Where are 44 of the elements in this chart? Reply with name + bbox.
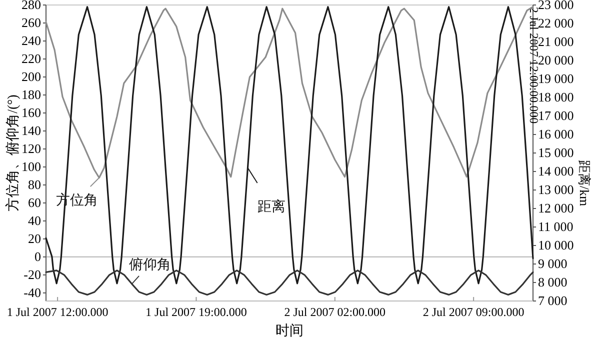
y-tick-label: 0: [34, 248, 41, 264]
y-tick-label: 220: [22, 50, 41, 66]
y-tick-label: 100: [22, 158, 41, 174]
y-tick-label: 80: [28, 176, 41, 192]
y-tick-label: -20: [24, 266, 41, 282]
y-tick-label: 200: [22, 68, 41, 84]
x-axis-title: 时间: [276, 323, 304, 339]
y2-tick-label: 18 000: [538, 90, 574, 104]
y2-tick-label: 17 000: [538, 108, 574, 123]
x-tick-label: 1 Jul 2007 12:00.000: [6, 305, 108, 319]
y2-tick-label: 22 000: [538, 16, 574, 30]
y2-tick-label: 12 000: [538, 200, 574, 216]
y-tick-label: 240: [22, 32, 41, 48]
y2-axis-title: 距离/km: [577, 160, 592, 206]
series-label: 距离: [258, 198, 286, 215]
y2-tick-label: 23 000: [538, 0, 574, 12]
y-tick-label: 40: [28, 212, 41, 228]
y2-tick-label: 7 000: [538, 293, 568, 308]
y-tick-label: 260: [22, 14, 41, 30]
y2-tick-label: 14 000: [538, 164, 574, 178]
y2-tick-label: 15 000: [538, 145, 574, 160]
y2-tick-label: 13 000: [538, 182, 574, 197]
series-label: 俯仰角: [128, 256, 171, 273]
y2-tick-label: 9 000: [538, 256, 568, 271]
y-tick-label: 140: [22, 122, 41, 138]
y-tick-label: 160: [22, 104, 41, 120]
y-tick-label: 180: [22, 86, 41, 102]
y2-tick-label: 11 000: [538, 219, 574, 234]
y-tick-label: 60: [28, 194, 41, 210]
y2-tick-label: 16 000: [538, 126, 574, 142]
y2-tick-label: 10 000: [538, 238, 574, 252]
y2-tick-label: 21 000: [538, 34, 574, 49]
x-tick-label: 2 Jul 2007 02:00.000: [284, 305, 386, 319]
line-series: [45, 270, 534, 296]
x-tick-label: 2 Jul 2007 09:00.000: [422, 305, 524, 319]
x-tick-label: 1 Jul 2007 19:00.000: [146, 305, 247, 319]
y-tick-label: 280: [22, 0, 41, 12]
y-axis-title: 方位角、俯仰角/(°): [5, 94, 21, 212]
y-tick-label: -40: [24, 284, 41, 300]
y-tick-label: 120: [22, 140, 41, 156]
y2-tick-label: 20 000: [538, 52, 574, 68]
y2-tick-label: 8 000: [538, 274, 568, 290]
y-tick-label: 20: [28, 230, 41, 246]
y2-tick-label: 19 000: [538, 71, 574, 86]
